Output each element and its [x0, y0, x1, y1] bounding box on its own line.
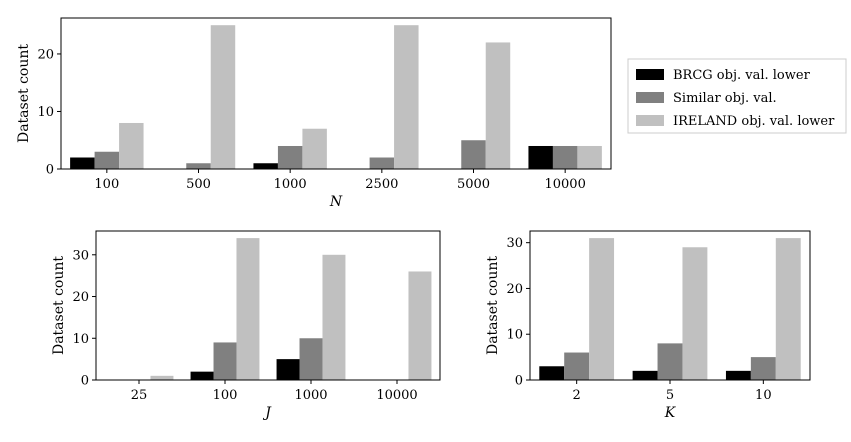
bar-ireland-j-100: [236, 238, 260, 380]
y-tick-label-j-10: 10: [72, 332, 89, 347]
x-axis-label-j: J: [262, 405, 272, 421]
bar-brcg-k-10: [725, 370, 751, 380]
bar-similar-n-10000: [552, 145, 578, 169]
bar-ireland-n-1000: [302, 128, 327, 169]
x-tick-label-k-2: 2: [573, 388, 581, 403]
x-tick-label-j-25: 25: [131, 388, 148, 403]
bar-ireland-k-2: [589, 238, 615, 380]
plot-frame-j: [95, 230, 441, 381]
y-axis-label-k: Dataset count: [485, 256, 501, 355]
bar-ireland-n-2500: [394, 25, 419, 169]
bar-similar-k-2: [564, 352, 590, 380]
bar-ireland-k-10: [775, 238, 801, 380]
bar-similar-j-100: [213, 342, 237, 380]
bar-similar-k-5: [657, 343, 683, 380]
legend-label-ireland: IRELAND obj. val. lower: [673, 114, 835, 129]
y-tick-label-n-20: 20: [37, 47, 54, 62]
bar-brcg-k-5: [632, 370, 658, 380]
chart-by-j: 25 100 1000 10000 0 10 20 30 J Dataset count: [51, 230, 441, 421]
bar-ireland-n-500: [210, 25, 236, 169]
bar-ireland-j-1000: [322, 254, 346, 380]
x-tick-label-n-500: 500: [186, 177, 211, 192]
x-tick-label-k-5: 5: [666, 388, 674, 403]
x-tick-label-j-10000: 10000: [376, 388, 417, 403]
bar-ireland-j-25: [150, 375, 174, 380]
bar-similar-n-2500: [369, 157, 395, 169]
x-tick-label-k-10: 10: [755, 388, 772, 403]
x-tick-label-n-1000: 1000: [274, 177, 307, 192]
y-tick-label-j-30: 30: [72, 248, 89, 263]
bar-similar-n-500: [186, 163, 211, 169]
bar-brcg-n-100: [70, 157, 95, 169]
bar-ireland-n-100: [119, 122, 144, 169]
bar-brcg-j-1000: [276, 359, 300, 380]
x-tick-label-n-5000: 5000: [457, 177, 490, 192]
bar-ireland-n-10000: [577, 145, 602, 169]
legend-swatch-ireland: [636, 115, 664, 126]
bar-similar-n-1000: [277, 145, 303, 169]
plot-frame-n: [60, 17, 612, 170]
bar-similar-j-1000: [299, 338, 323, 380]
bar-brcg-n-1000: [253, 163, 278, 169]
y-tick-label-k-10: 10: [506, 328, 523, 343]
y-tick-label-j-20: 20: [72, 290, 89, 305]
bar-ireland-k-5: [682, 247, 708, 380]
x-tick-label-j-1000: 1000: [294, 388, 327, 403]
bar-similar-n-100: [94, 151, 120, 169]
y-axis-label-j: Dataset count: [51, 256, 67, 355]
chart-by-n: 100 500 1000 2500 5000 10000 0 10 20 N Dataset cou…: [16, 17, 612, 210]
x-tick-label-n-100: 100: [94, 177, 119, 192]
x-tick-label-j-100: 100: [213, 388, 238, 403]
bar-ireland-n-5000: [485, 42, 511, 170]
legend: BRCG obj. val. lower Similar obj. val. I…: [627, 58, 847, 134]
x-tick-label-n-10000: 10000: [544, 177, 585, 192]
legend-swatch-similar: [636, 92, 664, 103]
bar-similar-n-5000: [461, 140, 486, 169]
y-tick-label-n-0: 0: [46, 163, 54, 178]
bar-ireland-j-10000: [408, 271, 432, 380]
y-tick-label-j-0: 0: [81, 374, 89, 389]
chart-by-k: 2 5 10 0 10 20 30 K Dataset count: [485, 230, 811, 421]
y-tick-label-k-0: 0: [515, 374, 523, 389]
legend-label-brcg: BRCG obj. val. lower: [673, 68, 811, 83]
y-tick-label-n-10: 10: [37, 105, 54, 120]
legend-frame: [627, 58, 847, 134]
x-axis-label-n: N: [329, 194, 343, 210]
y-axis-label-n: Dataset count: [16, 44, 32, 143]
y-tick-label-k-30: 30: [506, 236, 523, 251]
bar-brcg-j-100: [190, 371, 214, 380]
legend-label-similar: Similar obj. val.: [673, 91, 777, 106]
bar-similar-k-10: [750, 357, 776, 380]
legend-swatch-brcg: [636, 69, 664, 80]
bar-brcg-k-2: [539, 366, 565, 380]
bar-brcg-n-10000: [528, 145, 553, 169]
x-tick-label-n-2500: 2500: [365, 177, 398, 192]
y-tick-label-k-20: 20: [506, 282, 523, 297]
x-axis-label-k: K: [664, 405, 677, 421]
